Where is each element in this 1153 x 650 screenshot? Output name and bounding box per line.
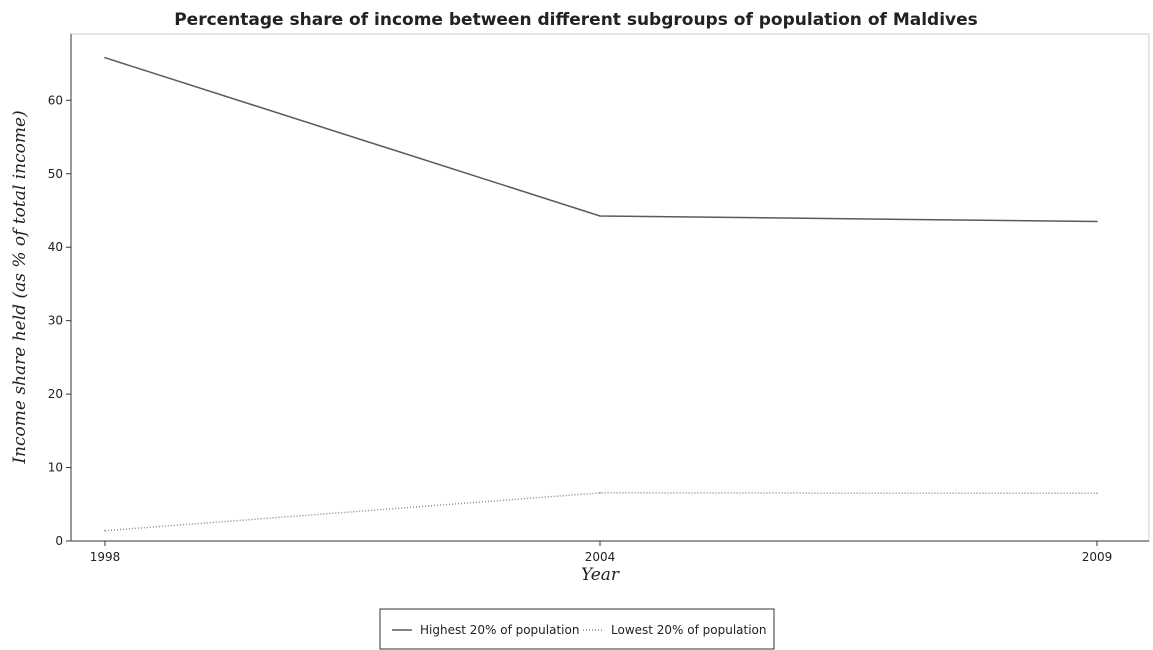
data-point [1096, 220, 1098, 223]
data-point [1096, 492, 1098, 495]
y-axis: 0 10 20 30 40 50 60 [48, 34, 72, 548]
y-tick-label: 50 [48, 167, 63, 181]
y-tick-label: 60 [48, 93, 63, 107]
data-point [599, 492, 601, 494]
series-line-lowest [104, 492, 1098, 532]
y-tick-label: 40 [48, 240, 63, 254]
x-axis-label: Year [581, 565, 620, 585]
x-tick-label: 1998 [90, 550, 121, 564]
y-tick-label: 20 [48, 387, 63, 401]
legend-label-lowest: Lowest 20% of population [611, 623, 767, 637]
y-tick-label: 0 [55, 534, 63, 548]
data-point [599, 215, 601, 217]
x-tick-label: 2009 [1082, 550, 1113, 564]
legend-label-highest: Highest 20% of population [420, 623, 579, 637]
data-point [104, 56, 106, 59]
y-tick-label: 30 [48, 314, 63, 328]
plot-area [70, 33, 1150, 542]
data-point [104, 529, 106, 532]
series-layer [104, 56, 1098, 532]
y-axis-label: Income share held (as % of total income) [10, 110, 30, 464]
x-axis: 1998 2004 2009 [71, 540, 1149, 564]
chart-title: Percentage share of income between diffe… [174, 10, 978, 30]
legend-box [379, 608, 775, 650]
y-tick-label: 10 [48, 461, 63, 475]
x-tick-label: 2004 [585, 550, 616, 564]
legend: Highest 20% of population Lowest 20% of … [379, 608, 775, 650]
